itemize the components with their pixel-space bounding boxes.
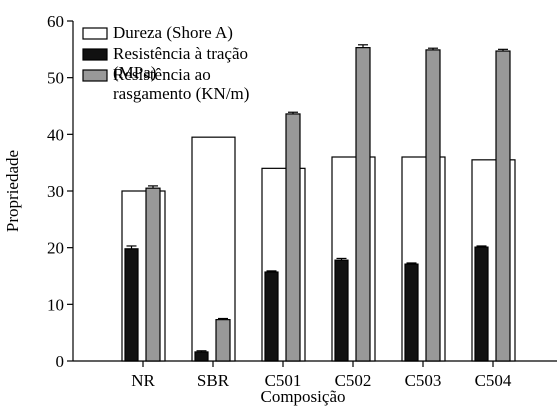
x-tick-label: NR [131, 371, 155, 390]
error-bar [358, 44, 368, 48]
legend-swatch [82, 48, 108, 61]
x-tick-label: C502 [335, 371, 372, 390]
y-tick-label: 50 [47, 69, 64, 88]
bar [425, 49, 441, 362]
x-tick-label: C504 [475, 371, 512, 390]
error-bar [406, 262, 417, 265]
bar [124, 248, 139, 362]
legend-entry: Resistência ao rasgamento (KN/m) [113, 65, 250, 103]
bar [495, 50, 511, 362]
error-bar [288, 111, 298, 114]
error-bar [498, 48, 508, 52]
error-bar [266, 270, 277, 273]
bar [215, 319, 231, 362]
error-bar [218, 317, 228, 320]
bar [474, 246, 489, 362]
bar [404, 263, 419, 362]
legend-entry: Dureza (Shore A) [113, 23, 233, 42]
error-bar [148, 185, 158, 189]
error-bar [428, 47, 438, 50]
error-bar [336, 257, 347, 261]
bar [334, 259, 349, 362]
legend-swatch [82, 69, 108, 82]
y-tick-label: 0 [56, 352, 65, 371]
error-bar [126, 245, 137, 249]
bar [145, 187, 161, 362]
error-bar [476, 245, 487, 248]
legend-label: Resistência ao rasgamento (KN/m) [113, 65, 250, 103]
error-bar [196, 350, 207, 352]
y-tick-label: 60 [47, 12, 64, 31]
legend-label: Dureza (Shore A) [113, 23, 233, 42]
legend-entry: Resistência à tração (MPa) [113, 44, 248, 82]
y-axis-label: Propriedade [3, 150, 22, 232]
x-tick-label: C503 [405, 371, 442, 390]
y-tick-label: 40 [47, 125, 64, 144]
legend-swatch [82, 27, 108, 40]
bar [264, 271, 279, 362]
x-axis-label: Composição [261, 387, 346, 406]
bar [285, 113, 301, 362]
y-tick-label: 10 [47, 295, 64, 314]
x-tick-label: SBR [197, 371, 230, 390]
bar [194, 351, 209, 362]
y-tick-label: 20 [47, 239, 64, 258]
x-tick-label: C501 [265, 371, 302, 390]
y-tick-label: 30 [47, 182, 64, 201]
bar [355, 47, 371, 362]
legend-label: Resistência à tração (MPa) [113, 44, 248, 82]
